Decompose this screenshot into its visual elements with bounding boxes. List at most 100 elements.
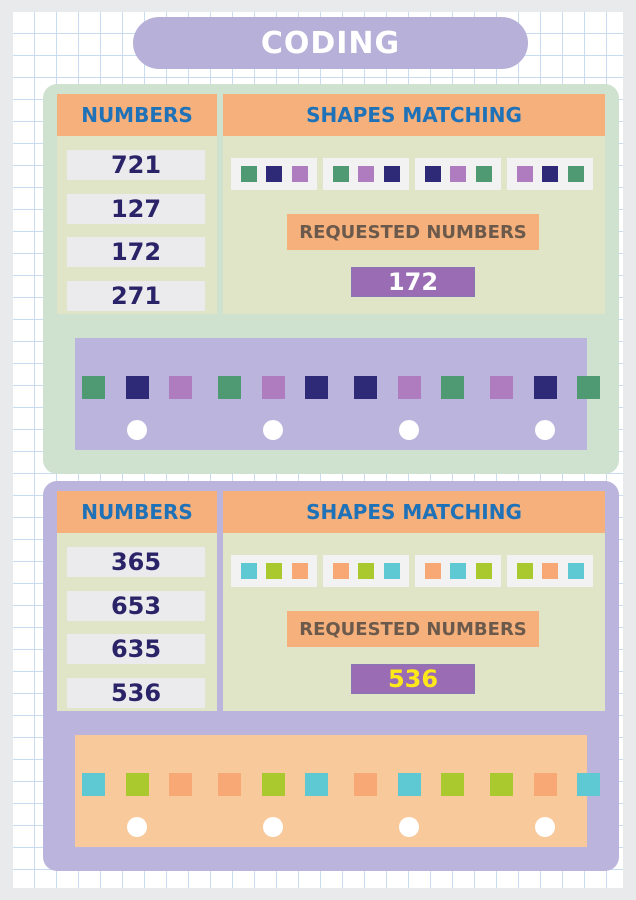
answer-square xyxy=(577,773,600,796)
number-option: 653 xyxy=(67,591,205,621)
answer-square xyxy=(533,773,557,796)
number-option: 635 xyxy=(67,634,205,664)
answer-slot xyxy=(490,338,600,450)
legend-group xyxy=(231,158,317,190)
answer-circle[interactable] xyxy=(127,420,147,440)
legend-square xyxy=(332,563,349,579)
legend-square xyxy=(424,166,441,182)
puzzle-section-2: NUMBERS 365 653 635 536 SHAPES MATCHING xyxy=(43,481,619,871)
answer-slot xyxy=(218,338,328,450)
requested-number-value: 536 xyxy=(351,664,475,694)
legend-group xyxy=(415,158,501,190)
legend-group xyxy=(507,158,593,190)
number-option: 536 xyxy=(67,678,205,708)
answer-slot xyxy=(218,735,328,847)
legend-square xyxy=(450,563,466,579)
requested-numbers-label: REQUESTED NUMBERS xyxy=(287,214,539,250)
answer-square xyxy=(354,376,377,399)
answer-square xyxy=(82,773,105,796)
answer-square xyxy=(441,773,464,796)
answer-square xyxy=(354,773,377,796)
number-option: 172 xyxy=(67,237,205,267)
legend-square xyxy=(358,563,374,579)
puzzle-section-1: NUMBERS 721 127 172 271 SHAPES MATCHING xyxy=(43,84,619,474)
shapes-matching-panel: SHAPES MATCHING xyxy=(223,94,605,314)
number-option: 127 xyxy=(67,194,205,224)
legend-square xyxy=(266,166,282,182)
legend-square xyxy=(240,563,257,579)
worksheet-page: CODING NUMBERS 721 127 172 271 SHAPES MA… xyxy=(13,12,623,888)
answer-slot xyxy=(82,338,192,450)
answer-square xyxy=(125,773,149,796)
answer-square xyxy=(218,376,241,399)
legend-group xyxy=(415,555,501,587)
legend-square xyxy=(516,166,533,182)
legend-square xyxy=(542,563,558,579)
answer-circle[interactable] xyxy=(263,817,283,837)
legend-square xyxy=(475,563,492,579)
answer-square xyxy=(261,773,285,796)
legend-square xyxy=(516,563,533,579)
legend-group xyxy=(231,555,317,587)
numbers-panel: NUMBERS 365 653 635 536 xyxy=(57,491,217,711)
shapes-matching-header: SHAPES MATCHING xyxy=(223,491,605,533)
shape-legend xyxy=(231,555,597,589)
answer-panel xyxy=(75,338,600,450)
answer-slot xyxy=(490,735,600,847)
numbers-header: NUMBERS xyxy=(57,94,217,136)
answer-square xyxy=(169,773,192,796)
answer-circle[interactable] xyxy=(127,817,147,837)
answer-square xyxy=(490,376,513,399)
requested-number-value: 172 xyxy=(351,267,475,297)
legend-square xyxy=(358,166,374,182)
legend-square xyxy=(383,166,400,182)
answer-circle[interactable] xyxy=(535,420,555,440)
answer-square xyxy=(441,376,464,399)
answer-panel xyxy=(75,735,600,847)
answer-square xyxy=(577,376,600,399)
answer-square xyxy=(397,773,421,796)
legend-square xyxy=(240,166,257,182)
number-option: 721 xyxy=(67,150,205,180)
legend-group xyxy=(507,555,593,587)
answer-circle[interactable] xyxy=(535,817,555,837)
title-banner: CODING xyxy=(133,17,528,69)
legend-square xyxy=(450,166,466,182)
legend-square xyxy=(567,166,584,182)
answer-square xyxy=(82,376,105,399)
answer-square xyxy=(261,376,285,399)
legend-square xyxy=(542,166,558,182)
legend-square xyxy=(291,166,308,182)
legend-square xyxy=(332,166,349,182)
shapes-matching-header: SHAPES MATCHING xyxy=(223,94,605,136)
shape-legend xyxy=(231,158,597,192)
answer-square xyxy=(218,773,241,796)
answer-slot xyxy=(354,338,464,450)
numbers-panel: NUMBERS 721 127 172 271 xyxy=(57,94,217,314)
legend-square xyxy=(567,563,584,579)
answer-slot xyxy=(354,735,464,847)
answer-square xyxy=(305,376,328,399)
legend-square xyxy=(383,563,400,579)
legend-group xyxy=(323,555,409,587)
number-option: 271 xyxy=(67,281,205,311)
answer-square xyxy=(397,376,421,399)
numbers-header: NUMBERS xyxy=(57,491,217,533)
legend-group xyxy=(323,158,409,190)
legend-square xyxy=(424,563,441,579)
answer-circle[interactable] xyxy=(263,420,283,440)
answer-square xyxy=(490,773,513,796)
requested-numbers-label: REQUESTED NUMBERS xyxy=(287,611,539,647)
number-option: 365 xyxy=(67,547,205,577)
page-title: CODING xyxy=(260,25,401,61)
answer-circle[interactable] xyxy=(399,420,419,440)
legend-square xyxy=(266,563,282,579)
answer-circle[interactable] xyxy=(399,817,419,837)
answer-square xyxy=(305,773,328,796)
legend-square xyxy=(475,166,492,182)
answer-square xyxy=(125,376,149,399)
answer-square xyxy=(533,376,557,399)
shapes-matching-panel: SHAPES MATCHING xyxy=(223,491,605,711)
answer-square xyxy=(169,376,192,399)
legend-square xyxy=(291,563,308,579)
